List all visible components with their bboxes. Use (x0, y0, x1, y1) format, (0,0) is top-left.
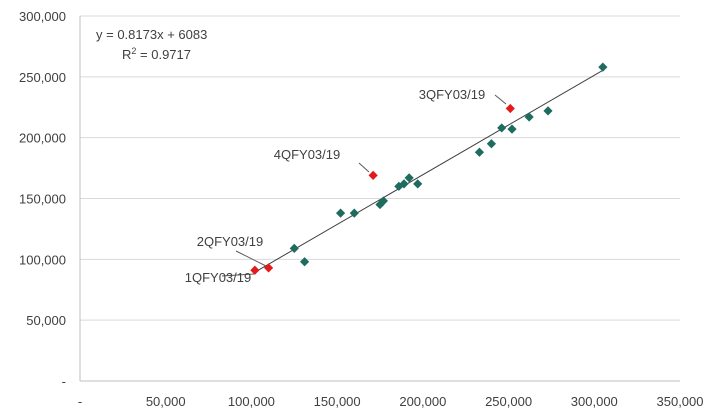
annotation-leader-2 (358, 162, 370, 173)
x-tick-label-3: 150,000 (314, 394, 361, 409)
x-tick-label-5: 250,000 (485, 394, 532, 409)
y-tick-label-3: 150,000 (19, 192, 66, 207)
r-squared-label: R2 = 0.9717 (122, 46, 191, 62)
y-tick-label-1: 50,000 (26, 313, 66, 328)
trendline-equation: y = 0.8173x + 6083 R2 = 0.9717 (96, 27, 207, 62)
annotation-label-2: 4QFY03/19 (274, 147, 341, 162)
data-point-s0-0 (289, 243, 299, 253)
y-tick-label-4: 200,000 (19, 131, 66, 146)
r-squared-value: = 0.9717 (136, 47, 191, 62)
y-tick-label-2: 100,000 (19, 252, 66, 267)
data-point-s0-2 (335, 208, 346, 218)
axes: -50,000100,000150,000200,000250,000300,0… (19, 9, 704, 409)
data-point-s0-3 (349, 208, 359, 218)
trendline (254, 69, 604, 273)
annotation-label-0: 1QFY03/19 (185, 270, 252, 285)
r-squared-prefix: R (122, 47, 131, 62)
trendline-layer (254, 69, 604, 273)
data-point-s1-3 (505, 103, 515, 114)
data-point-s0-7 (399, 179, 409, 189)
x-tick-label-0: - (78, 394, 82, 409)
data-point-s0-9 (413, 179, 423, 189)
data-points (250, 62, 608, 275)
data-point-s0-6 (394, 181, 404, 191)
data-point-s0-1 (299, 257, 310, 267)
data-point-s1-1 (263, 263, 274, 273)
equation-label: y = 0.8173x + 6083 (96, 27, 207, 42)
x-tick-label-6: 300,000 (571, 394, 618, 409)
data-point-s0-8 (404, 173, 414, 183)
data-point-s0-10 (474, 147, 485, 157)
annotation-label-3: 3QFY03/19 (419, 87, 486, 102)
gridlines (80, 15, 680, 321)
annotations: 1QFY03/19 2QFY03/19 4QFY03/19 3QFY03/19 (185, 87, 507, 285)
annotation-leader-1 (235, 250, 267, 267)
x-tick-label-2: 100,000 (228, 394, 275, 409)
annotation-label-1: 2QFY03/19 (197, 234, 264, 249)
data-point-s0-11 (486, 139, 497, 149)
annotation-leader-0 (221, 273, 255, 277)
data-point-s1-2 (368, 170, 378, 180)
y-tick-label-6: 300,000 (19, 9, 66, 24)
annotation-leader-3 (494, 94, 507, 105)
data-point-s0-5 (378, 196, 389, 206)
data-point-s1-0 (250, 265, 260, 275)
data-point-s0-13 (507, 124, 517, 134)
x-tick-label-7: 350,000 (657, 394, 704, 409)
data-point-s0-16 (598, 62, 608, 72)
data-point-s0-15 (543, 106, 553, 116)
data-point-s0-12 (497, 123, 507, 133)
y-tick-label-0: - (62, 374, 66, 389)
x-tick-label-4: 200,000 (399, 394, 446, 409)
y-tick-label-5: 250,000 (19, 70, 66, 85)
data-point-s0-14 (524, 112, 534, 122)
r-squared-superscript: 2 (131, 46, 136, 56)
x-tick-label-1: 50,000 (146, 394, 186, 409)
